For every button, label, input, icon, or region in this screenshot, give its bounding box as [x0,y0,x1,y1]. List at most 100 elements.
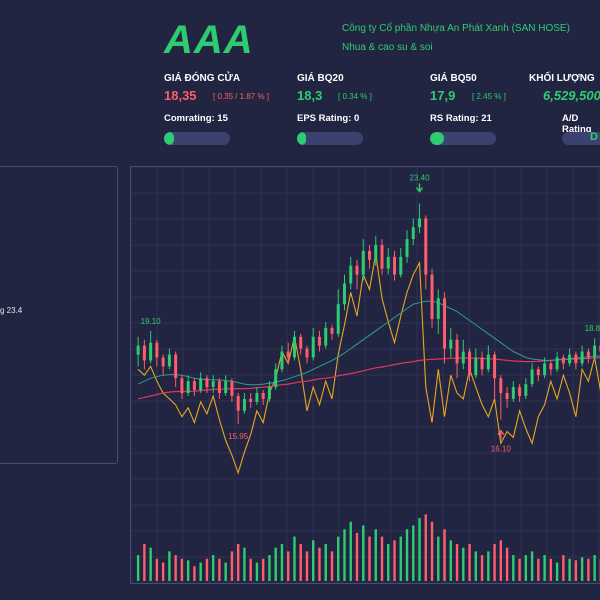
rs-rating-label: RS Rating: 21 [430,113,492,124]
volume-bar [437,536,440,581]
candle-body [292,336,296,358]
candle-body [580,351,584,364]
candle-body [499,378,503,393]
bq20-label: GIÁ BQ20 [297,73,344,84]
bq20-change: [ 0.34 % ] [338,92,372,101]
annotation-label: 15.95 [228,432,249,441]
candle-body [211,381,215,388]
volume-bar [374,529,377,581]
volume-bar [149,547,152,581]
volume-bar [330,551,334,581]
candle-body [230,381,234,396]
candle-body [430,274,434,319]
candle-body [249,398,253,402]
candle-body [180,378,184,393]
candle-body [274,369,278,388]
volume-bar [136,555,140,581]
candle-body [261,393,265,399]
candle-body [411,227,415,240]
annotation-label: 18.85 [585,324,600,333]
volume-bar [280,544,284,581]
candle-body [511,387,515,399]
volume-bar [512,555,515,581]
candle-body [255,393,259,402]
volume-bar [255,562,259,581]
candle-body [336,304,340,334]
ad-rating-bar [562,132,600,145]
close-price-label: GIÁ ĐÓNG CỬA [164,73,241,84]
candle-body [536,369,540,376]
sector-name: Nhua & cao su & soi [342,42,433,53]
candle-body [174,354,178,379]
candle-body [342,283,346,305]
candle-body [586,351,590,358]
volume-bar [405,529,409,581]
eps-rating-label: EPS Rating: 0 [297,113,360,124]
volume-bar [412,525,415,581]
candle-body [436,298,440,319]
volume-bar [474,551,478,581]
volume-bar [205,558,209,581]
candle-body [405,239,409,257]
volume-bar [199,562,202,581]
candle-body [474,357,478,376]
candle-body [142,345,146,361]
volume-label: KHỐI LƯỢNG [529,73,595,84]
volume-bar [168,551,171,581]
left-info-panel [0,166,118,464]
volume-bar [574,560,578,581]
volume-bar [236,544,240,581]
candle-body [386,256,390,269]
rs-rating-fill [430,132,444,145]
volume-bar [593,555,596,581]
volume-bar [568,558,571,581]
eps-rating-fill [297,132,307,145]
volume-bar [418,518,421,581]
volume-bar [299,544,302,581]
volume-bar [287,551,290,581]
candle-body [280,351,284,370]
volume-bar [337,536,340,581]
volume-bar [305,551,309,581]
volume-bar [355,532,359,581]
close-price-value: 18,35 [164,88,197,103]
candle-body [424,218,428,275]
ad-rating-label: A/D Rating [562,113,592,135]
volume-bar [549,558,553,581]
volume-bar [161,562,165,581]
volume-bar [243,547,246,581]
candle-body [555,357,559,370]
candle-body [324,327,328,346]
price-chart[interactable]: 19.10 15.95 23.40 16.10 18.85 [131,167,600,583]
candle-body [493,354,497,379]
candle-body [305,348,309,358]
volume-bar [505,547,509,581]
candle-body [593,345,597,358]
candle-body [136,345,140,355]
candle-body [380,245,384,269]
volume-bar [180,558,184,581]
bq50-value: 17,9 [430,88,456,103]
volume-bar [493,544,496,581]
volume-bar [487,551,490,581]
candle-body [443,298,447,349]
volume-bar [143,544,146,581]
volume-bar [380,536,384,581]
volume-bar [193,566,196,581]
volume-bar [580,557,584,581]
comrating-label: Comrating: 15 [164,113,228,124]
candle-body [149,342,153,361]
candle-body [468,351,472,376]
volume-bar [424,514,427,581]
volume-bar [537,558,540,581]
candle-body [399,256,403,275]
volume-bar [343,529,346,581]
annotation-label: 23.40 [410,174,431,183]
candle-body [449,339,453,349]
volume-bar [368,536,371,581]
candle-body [167,354,171,367]
candle-body [192,381,196,391]
annotation-label: 16.10 [491,445,512,454]
company-name: Công ty Cổ phần Nhựa An Phát Xanh (SAN H… [342,23,570,34]
volume-bar [480,555,484,581]
